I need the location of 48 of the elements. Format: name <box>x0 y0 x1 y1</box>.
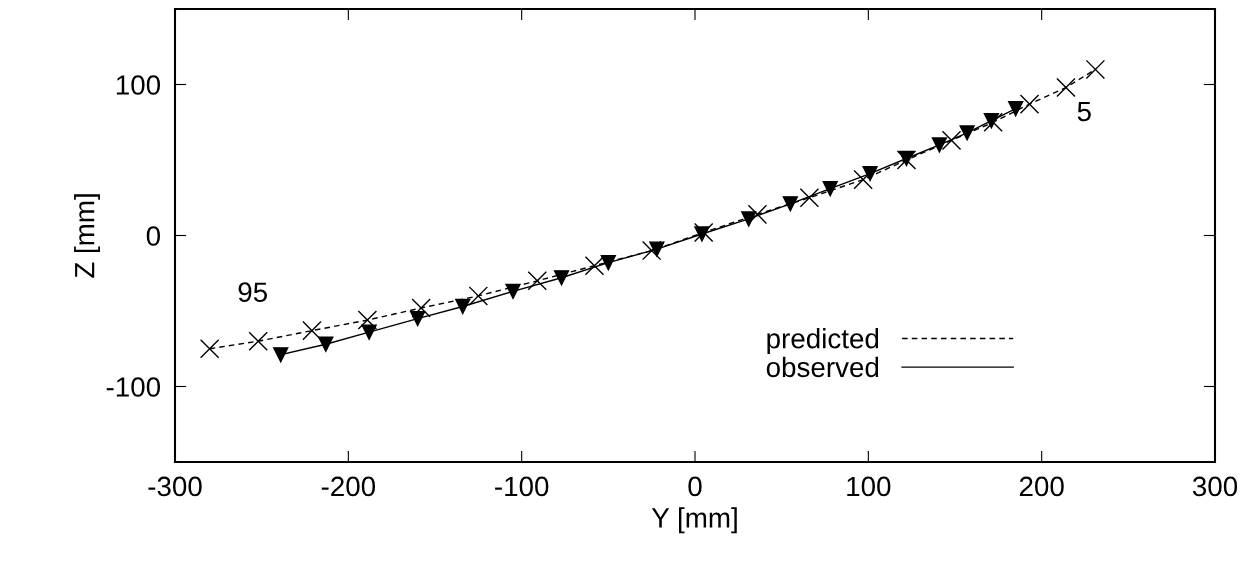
point <box>782 196 798 212</box>
point <box>411 298 431 318</box>
point <box>302 320 322 341</box>
point <box>862 165 878 182</box>
point <box>853 169 873 190</box>
point <box>357 310 378 330</box>
point <box>747 204 768 225</box>
x-tick-label: 100 <box>847 476 891 497</box>
point <box>931 137 948 153</box>
point <box>959 125 975 141</box>
point <box>1056 77 1076 98</box>
y-tick-label: -100 <box>106 377 161 397</box>
point <box>410 310 426 327</box>
point <box>1019 94 1040 114</box>
point <box>1008 101 1024 117</box>
point <box>199 339 220 359</box>
x-tick-label: 300 <box>1192 476 1238 497</box>
point <box>741 211 757 227</box>
point <box>584 255 605 276</box>
x-tick-label: 0 <box>688 476 702 497</box>
point <box>941 130 962 151</box>
point <box>468 286 489 306</box>
y-tick-label: 0 <box>146 226 161 246</box>
point <box>527 271 547 291</box>
point <box>361 324 377 340</box>
legend-label: predicted <box>767 328 879 354</box>
annotation: 5 <box>1077 101 1091 122</box>
point <box>649 241 665 257</box>
point <box>641 240 662 261</box>
point <box>455 298 471 315</box>
point <box>799 188 820 208</box>
point <box>600 255 616 271</box>
x-tick-label: -100 <box>495 476 549 497</box>
point <box>248 331 268 351</box>
point <box>273 347 289 363</box>
point <box>505 283 521 300</box>
point <box>553 270 570 286</box>
legend-label: observed <box>766 356 879 378</box>
point <box>1085 59 1106 80</box>
point <box>318 336 334 352</box>
x-tick-label: -300 <box>148 476 202 497</box>
point <box>822 181 838 197</box>
annotation: 95 <box>238 282 268 303</box>
y-axis-title: Z [mm] <box>74 194 100 278</box>
x-tick-label: -200 <box>321 476 376 497</box>
x-axis-title: Y [mm] <box>651 507 737 534</box>
x-tick-label: 200 <box>1019 476 1064 497</box>
y-tick-label: 100 <box>116 75 161 95</box>
